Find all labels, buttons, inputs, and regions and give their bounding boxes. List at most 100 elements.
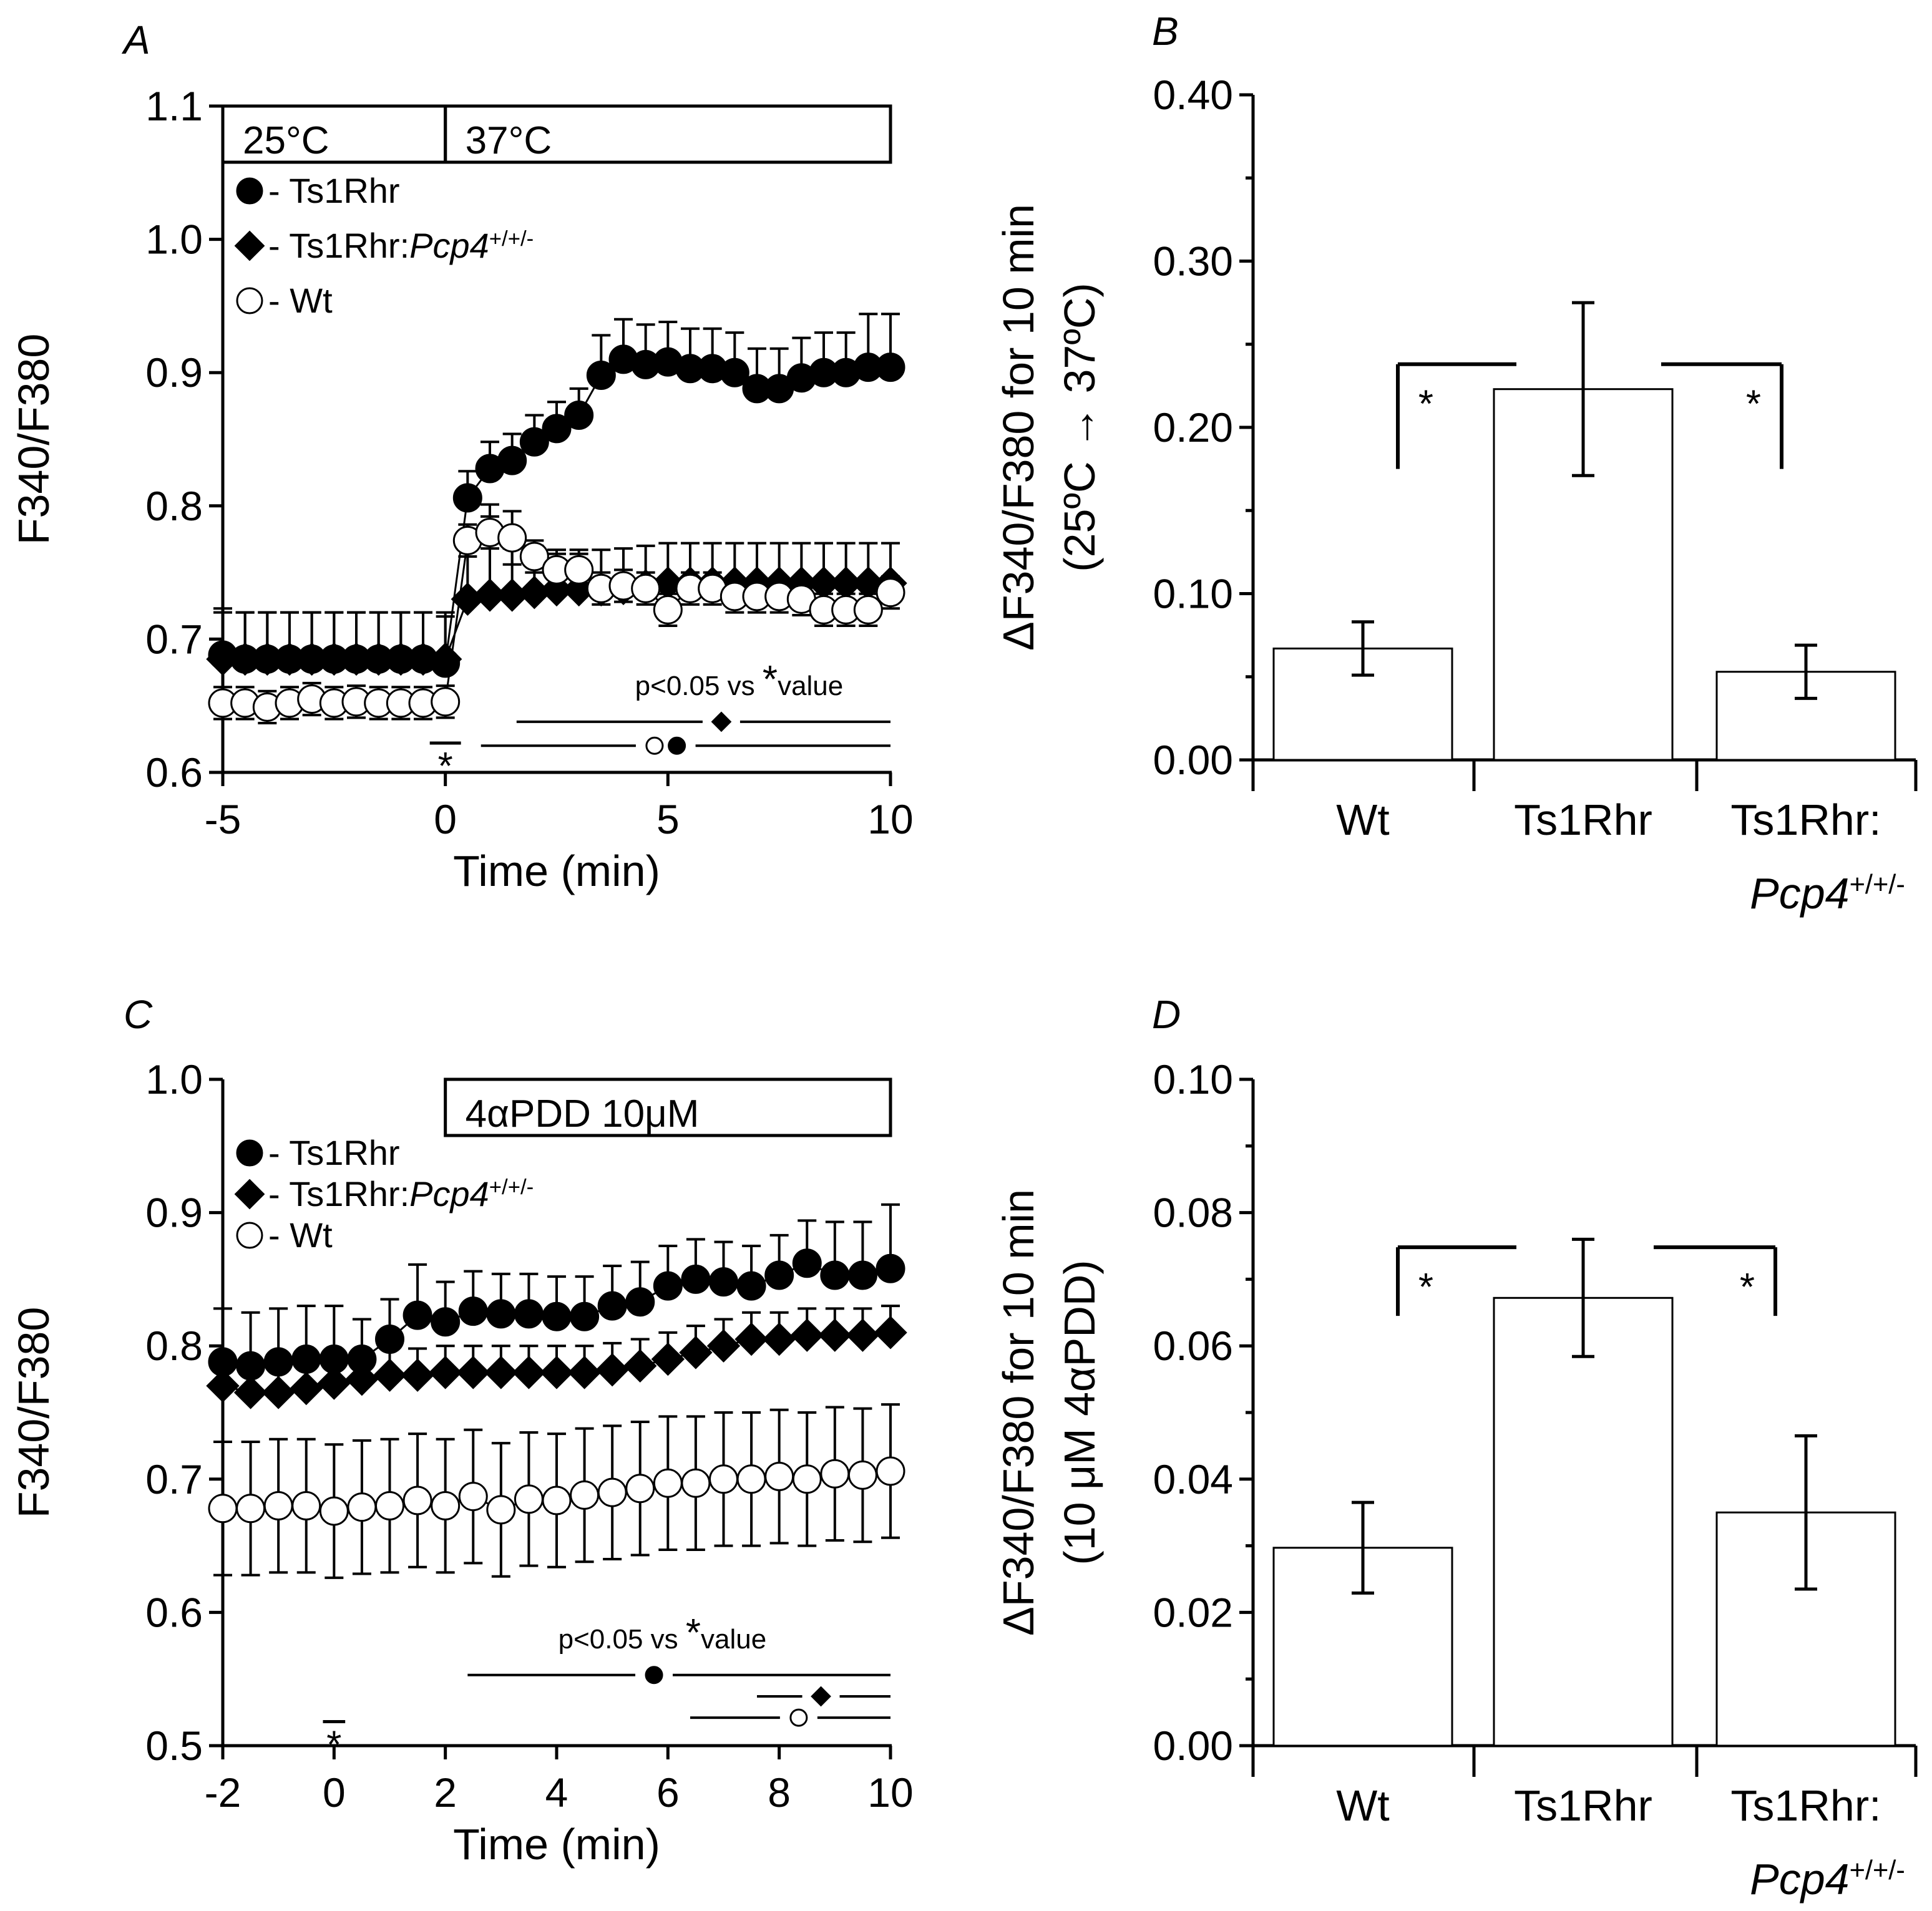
y-tick-label: 0.7	[145, 616, 203, 662]
data-point	[291, 1345, 321, 1374]
legend-marker	[234, 1179, 265, 1210]
data-point	[570, 1301, 600, 1331]
x-tick-label: -5	[205, 796, 242, 842]
y-tick-label: 0.10	[1153, 571, 1233, 617]
data-point	[709, 1464, 738, 1494]
data-point	[564, 555, 594, 585]
data-point	[431, 1307, 461, 1337]
data-point	[625, 1474, 655, 1504]
data-point	[631, 573, 661, 603]
data-point	[233, 1376, 268, 1409]
x-tick-label: 0	[323, 1769, 346, 1816]
condition-box	[444, 1077, 892, 1137]
data-point	[514, 1299, 544, 1329]
category-label: Wt	[1336, 795, 1390, 844]
data-point	[473, 578, 507, 612]
panel-label: C	[124, 992, 153, 1037]
data-point	[519, 542, 549, 571]
data-point	[458, 1482, 488, 1512]
data-point	[373, 1358, 407, 1392]
data-point	[597, 1477, 627, 1507]
data-point	[428, 1356, 462, 1389]
data-point	[567, 1356, 602, 1389]
data-point	[709, 1267, 738, 1297]
x-tick-label: 2	[434, 1769, 457, 1816]
data-point	[402, 1486, 432, 1515]
significance-marker	[645, 1666, 663, 1685]
data-point	[206, 1369, 240, 1403]
significance-marker	[711, 711, 732, 732]
data-point	[818, 1318, 852, 1352]
bar	[1493, 1296, 1674, 1747]
x-tick-label: 0	[434, 796, 457, 842]
data-point	[625, 1287, 655, 1317]
significance-star: *	[1418, 1266, 1433, 1309]
data-point	[512, 1356, 546, 1389]
condition-box	[444, 104, 892, 164]
data-point	[706, 1329, 741, 1363]
data-point	[347, 1492, 377, 1522]
category-label-line2: Pcp4+/+/-	[1750, 1855, 1905, 1904]
data-point	[486, 1495, 516, 1525]
data-point	[764, 1462, 794, 1492]
data-point	[431, 648, 461, 678]
legend-label: - Ts1Rhr	[268, 171, 400, 210]
y-tick-label: 0.7	[145, 1456, 203, 1502]
baseline-mark-star: *	[326, 1724, 341, 1767]
x-tick-label: 5	[656, 796, 680, 842]
data-point	[375, 1491, 404, 1521]
data-point	[651, 1342, 685, 1376]
panel-a-timecourse-temperature: A 0.6 0.7 0.8 0.9 1.0 1.1 -5 0 5 10 Time (min) F340/…	[9, 17, 914, 895]
y-axis-label: ΔF340/F380 for 10 min	[994, 1189, 1043, 1636]
x-tick-label: 10	[867, 796, 913, 842]
data-point	[484, 1356, 518, 1389]
data-point	[540, 1356, 573, 1389]
data-point	[319, 1496, 349, 1526]
y-tick-label: 0.8	[145, 1323, 203, 1369]
condition-box-label: 25°C	[243, 119, 329, 162]
data-point	[853, 595, 883, 625]
y-tick-label: 0.5	[145, 1723, 203, 1769]
x-tick-label: 10	[867, 1769, 913, 1816]
data-point	[876, 1253, 905, 1283]
legend-marker	[236, 1139, 263, 1167]
baseline-mark-star: *	[438, 745, 453, 788]
legend-marker	[236, 287, 263, 314]
data-point	[458, 1296, 488, 1326]
panel-label: A	[121, 17, 150, 62]
data-point	[519, 427, 549, 457]
significance-marker	[789, 1708, 808, 1727]
data-point	[653, 595, 683, 625]
data-point	[876, 353, 905, 382]
data-point	[456, 1356, 490, 1389]
y-tick-label: 0.6	[145, 749, 203, 795]
data-point	[820, 1459, 850, 1489]
data-point	[736, 1271, 766, 1301]
x-tick-label: 6	[656, 1769, 680, 1816]
category-label: Ts1Rhr	[1514, 795, 1652, 844]
legend-marker	[234, 230, 265, 261]
x-axis-label: Time (min)	[453, 1820, 660, 1869]
y-tick-label: 0.30	[1153, 238, 1233, 284]
data-point	[431, 1491, 461, 1521]
panel-c-timecourse-4apdd: C 0.5 0.6 0.7 0.8 0.9 1.0 -2 0 2 4 6 8 10 Time (min) F3…	[9, 992, 914, 1869]
significance-marker	[645, 736, 664, 755]
y-tick-label: 1.1	[145, 83, 203, 129]
y-tick-label: 1.0	[145, 1056, 203, 1102]
data-point	[597, 1291, 627, 1321]
y-tick-label: 0.40	[1153, 72, 1233, 118]
data-point	[790, 1318, 824, 1352]
y-tick-label: 0.9	[145, 349, 203, 396]
y-tick-label: 0.06	[1153, 1323, 1233, 1369]
data-point	[679, 1336, 713, 1369]
condition-box-label: 4αPDD 10μM	[466, 1092, 700, 1135]
data-point	[290, 1371, 323, 1406]
data-point	[208, 1494, 238, 1524]
data-point	[542, 1301, 572, 1331]
data-point	[542, 414, 572, 444]
significance-note: p<0.05 vs *value	[559, 1612, 767, 1655]
data-point	[876, 578, 905, 608]
panel-label: B	[1152, 9, 1179, 54]
y-tick-label: 0.00	[1153, 1723, 1233, 1769]
